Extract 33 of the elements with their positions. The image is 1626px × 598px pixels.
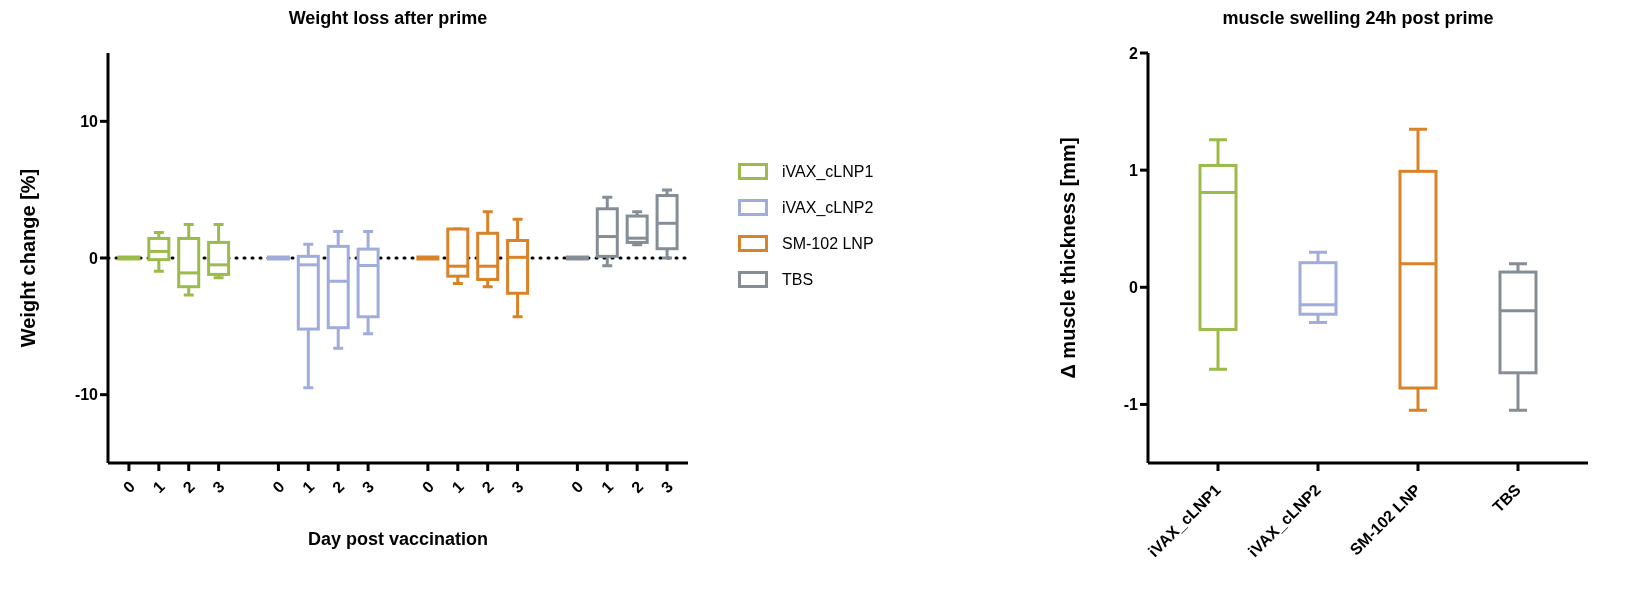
x-tick-label: 0 [568, 477, 587, 497]
x-axis-title: Day post vaccination [307, 529, 489, 549]
y-tick-label: 10 [80, 113, 99, 131]
x-tick-label: 0 [269, 477, 288, 497]
legend-label: TBS [782, 270, 814, 289]
x-tick-label: 3 [209, 477, 228, 497]
x-tick-label: 3 [508, 477, 527, 497]
x-tick-label: 3 [657, 477, 677, 497]
x-tick-label: TBS [1489, 480, 1525, 516]
x-tick-label: 2 [478, 477, 497, 497]
chart-title: Weight loss after prime [287, 8, 488, 29]
x-tick-label: 1 [598, 477, 617, 497]
y-axis-title: Δ muscle thickness [mm] [1057, 137, 1080, 379]
y-tick-label: -1 [1123, 396, 1139, 414]
x-tick-label: 2 [628, 477, 647, 497]
chart-title: muscle swelling 24h post prime [1221, 8, 1494, 29]
x-tick-label: 1 [299, 477, 318, 497]
y-tick-label: 2 [1129, 44, 1139, 62]
x-tick-label: 2 [329, 477, 348, 497]
y-tick-label: 0 [1129, 278, 1139, 296]
legend-label: SM-102 LNP [782, 234, 874, 253]
legend-label: iVAX_cLNP1 [782, 162, 874, 181]
legend-label: iVAX_cLNP2 [782, 198, 874, 217]
x-tick-label: 2 [179, 477, 198, 497]
y-axis-title: Weight change [%] [17, 168, 40, 348]
y-tick-label: 0 [89, 249, 99, 267]
x-tick-label: 0 [418, 477, 438, 497]
x-tick-label: 0 [119, 477, 139, 497]
x-tick-label: 1 [149, 477, 169, 497]
x-tick-label: 1 [448, 477, 468, 497]
y-tick-label: 1 [1129, 161, 1139, 179]
x-tick-label: 3 [358, 477, 378, 497]
y-tick-label: -10 [74, 386, 99, 404]
